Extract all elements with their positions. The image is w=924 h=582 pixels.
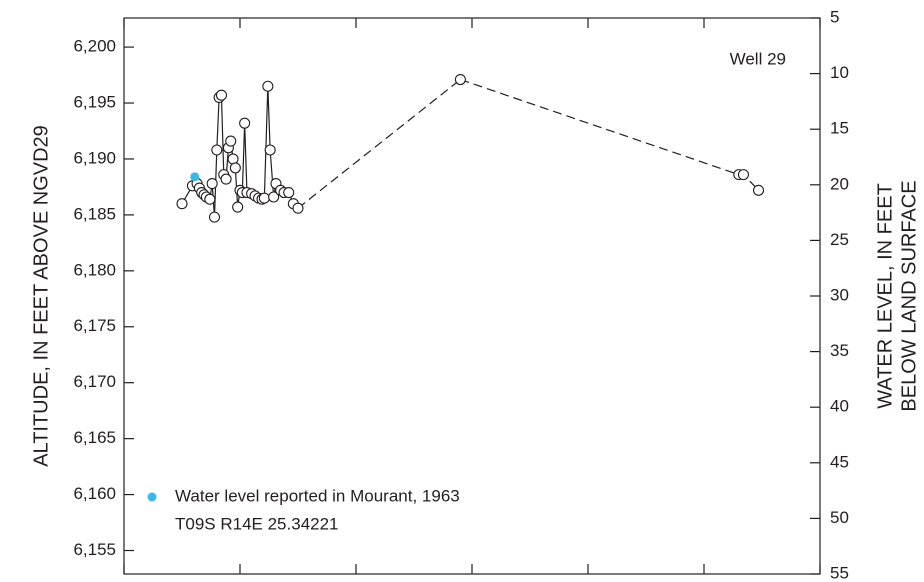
point	[208, 211, 221, 223]
point	[206, 178, 218, 190]
x-tick-label: 1970	[337, 580, 375, 582]
x-tick-label: 1980	[453, 580, 491, 582]
point	[292, 202, 304, 214]
y-axis-title: ALTITUDE, IN FEET ABOVE NGVD29	[30, 125, 52, 467]
y2-tick-label: 10	[830, 63, 849, 82]
point	[215, 89, 227, 101]
location-note: T09S R14E 25.34221	[175, 514, 339, 533]
legend-label: Water level reported in Mourant, 1963	[175, 486, 460, 505]
well-label: Well 29	[730, 49, 786, 68]
y-tick-label: 6,175	[73, 316, 116, 335]
y2-tick-label: 40	[830, 397, 849, 416]
y2-tick-label: 15	[830, 119, 849, 138]
legend-marker	[147, 492, 157, 502]
point	[220, 173, 232, 185]
y2-tick-label: 30	[830, 285, 849, 304]
y-tick-label: 6,165	[73, 428, 116, 447]
y2-tick-label: 45	[830, 452, 849, 471]
point	[262, 80, 274, 92]
y2-tick-label: 25	[830, 230, 849, 249]
x-tick-label: 2000	[685, 580, 723, 582]
point	[752, 184, 765, 196]
y2-axis-title: WATER LEVEL, IN FEET	[874, 183, 896, 409]
point	[283, 186, 295, 199]
point	[176, 198, 188, 210]
x-tick-label: 1950	[105, 580, 143, 582]
series-line	[460, 78, 759, 191]
y-tick-label: 6,160	[73, 484, 116, 503]
x-tick-label: 2010	[801, 580, 839, 582]
y-tick-label: 6,200	[73, 37, 116, 56]
point	[268, 191, 280, 203]
point	[264, 144, 276, 156]
y2-tick-label: 50	[830, 508, 849, 527]
y-tick-label: 6,195	[73, 93, 116, 112]
y-tick-label: 6,155	[73, 540, 116, 559]
point	[225, 135, 237, 147]
y-tick-label: 6,170	[73, 372, 116, 391]
y-tick-label: 6,180	[73, 260, 116, 279]
y-tick-label: 6,185	[73, 204, 116, 223]
point	[258, 192, 270, 204]
reported-point	[190, 172, 200, 182]
x-tick-label: 1990	[569, 580, 607, 582]
point	[211, 144, 223, 156]
point	[737, 169, 749, 181]
series-connector	[297, 79, 461, 209]
y-tick-label: 6,190	[73, 148, 116, 167]
y2-tick-label: 20	[830, 174, 849, 193]
point	[239, 117, 251, 129]
y2-tick-label: 5	[830, 7, 839, 26]
y2-tick-label: 55	[830, 563, 849, 582]
point	[229, 162, 241, 174]
y2-tick-label: 35	[830, 341, 849, 360]
x-tick-label: 1960	[221, 580, 259, 582]
point	[227, 153, 239, 165]
point	[204, 193, 216, 205]
point	[454, 73, 466, 86]
y2-axis-title: BELOW LAND SURFACE	[898, 180, 920, 411]
point	[232, 201, 244, 213]
